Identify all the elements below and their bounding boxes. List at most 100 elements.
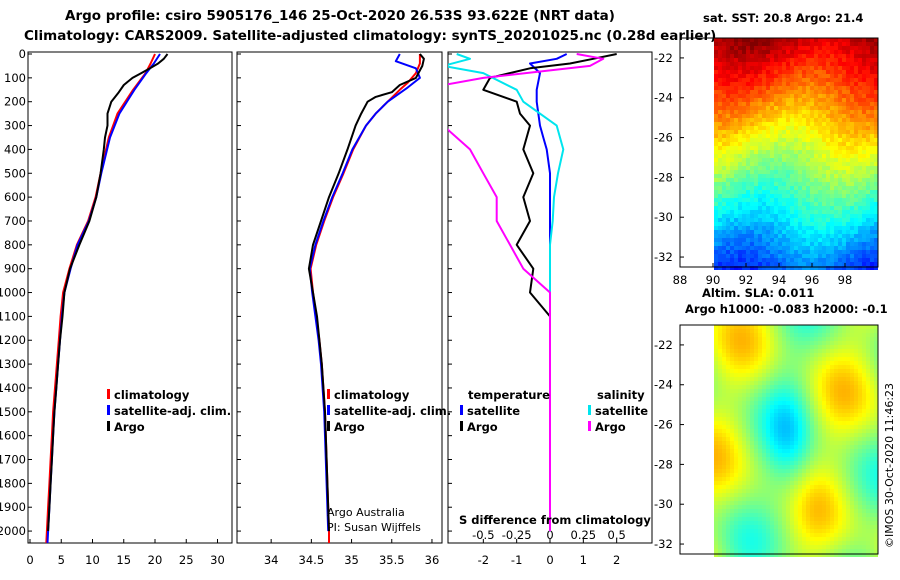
sst-map-cell [798, 166, 802, 170]
sst-map-cell [870, 170, 874, 174]
sst-map-cell [822, 130, 826, 134]
sst-map-cell [742, 178, 746, 182]
sst-map-cell [746, 90, 750, 94]
sla-map-cell [774, 481, 778, 485]
sla-map-cell [774, 357, 778, 361]
sst-map-cell [722, 190, 726, 194]
sst-map-cell [750, 134, 754, 138]
sla-map-cell [738, 453, 742, 457]
sla-map-cell [850, 373, 854, 377]
sla-map-cell [838, 533, 842, 537]
sst-map-cell [874, 142, 878, 146]
sla-map-cell [738, 413, 742, 417]
sst-map-cell [782, 134, 786, 138]
sst-map-cell [750, 90, 754, 94]
sla-map-cell [726, 341, 730, 345]
sla-map-cell [786, 441, 790, 445]
sla-map-cell [814, 517, 818, 521]
sla-map-cell [750, 489, 754, 493]
sla-map-cell [738, 329, 742, 333]
sst-map-cell [810, 146, 814, 150]
sst-map-cell [802, 186, 806, 190]
sst-map-cell [726, 74, 730, 78]
sla-map-cell [874, 385, 878, 389]
sst-map-cell [730, 138, 734, 142]
sst-map-cell [758, 98, 762, 102]
sla-map-cell [766, 325, 770, 329]
sst-map-cell [806, 242, 810, 246]
sla-map-cell [770, 449, 774, 453]
sst-map-cell [850, 66, 854, 70]
sst-map-cell [778, 182, 782, 186]
sla-map-cell [790, 433, 794, 437]
sla-map-cell [762, 477, 766, 481]
sst-map-cell [826, 142, 830, 146]
sla-map-cell [862, 333, 866, 337]
sst-map-cell [730, 134, 734, 138]
sla-map-cell [758, 385, 762, 389]
sst-map-cell [774, 114, 778, 118]
sla-map-cell [770, 537, 774, 541]
sst-map-cell [830, 226, 834, 230]
sla-map-cell [782, 453, 786, 457]
sla-map-cell [866, 437, 870, 441]
sla-map-cell [818, 437, 822, 441]
sst-map-cell [874, 162, 878, 166]
sst-map-cell [822, 58, 826, 62]
sst-map-cell [766, 138, 770, 142]
sla-map-cell [842, 473, 846, 477]
sst-map-cell [750, 174, 754, 178]
sla-map-cell [746, 397, 750, 401]
x-tick-label: -2 [478, 553, 489, 567]
sst-map-cell [846, 54, 850, 58]
sla-map-cell [862, 353, 866, 357]
sla-map-cell [718, 369, 722, 373]
sla-map-cell [838, 337, 842, 341]
sst-map-cell [854, 110, 858, 114]
sst-map-cell [730, 210, 734, 214]
sla-map-cell [838, 489, 842, 493]
sst-map-cell [746, 174, 750, 178]
sla-map-cell [770, 409, 774, 413]
sst-map-cell [806, 186, 810, 190]
sst-map-cell [834, 118, 838, 122]
sla-map-cell [722, 401, 726, 405]
sla-map-cell [858, 353, 862, 357]
sla-map-cell [786, 461, 790, 465]
sst-map-cell [838, 242, 842, 246]
sla-map-cell [834, 365, 838, 369]
sla-map-cell [790, 409, 794, 413]
sst-map-cell [842, 126, 846, 130]
sla-map-cell [854, 553, 858, 557]
sst-map-cell [714, 206, 718, 210]
sla-map-cell [726, 397, 730, 401]
sst-map-cell [790, 158, 794, 162]
sst-map-cell [714, 82, 718, 86]
sla-map-cell [754, 341, 758, 345]
sla-map-cell [822, 497, 826, 501]
sla-map-cell [830, 509, 834, 513]
sst-map-cell [786, 138, 790, 142]
sst-map-cell [718, 162, 722, 166]
sla-map-cell [838, 349, 842, 353]
sla-map-cell [762, 361, 766, 365]
sst-map-cell [850, 158, 854, 162]
sla-map-cell [762, 445, 766, 449]
sst-map-cell [874, 38, 878, 42]
sla-map-cell [774, 489, 778, 493]
sst-map-cell [838, 94, 842, 98]
sst-map-cell [738, 66, 742, 70]
sst-map-cell [838, 134, 842, 138]
sla-map-cell [842, 493, 846, 497]
sst-map-cell [870, 214, 874, 218]
sla-map-cell [738, 553, 742, 557]
sla-map-cell [746, 365, 750, 369]
sst-map-cell [790, 102, 794, 106]
sst-map-cell [774, 38, 778, 42]
sst-map-cell [822, 214, 826, 218]
sla-map-cell [802, 493, 806, 497]
sla-map-cell [830, 469, 834, 473]
sla-map-cell [778, 545, 782, 549]
sst-map-cell [758, 234, 762, 238]
sla-map-cell [722, 545, 726, 549]
